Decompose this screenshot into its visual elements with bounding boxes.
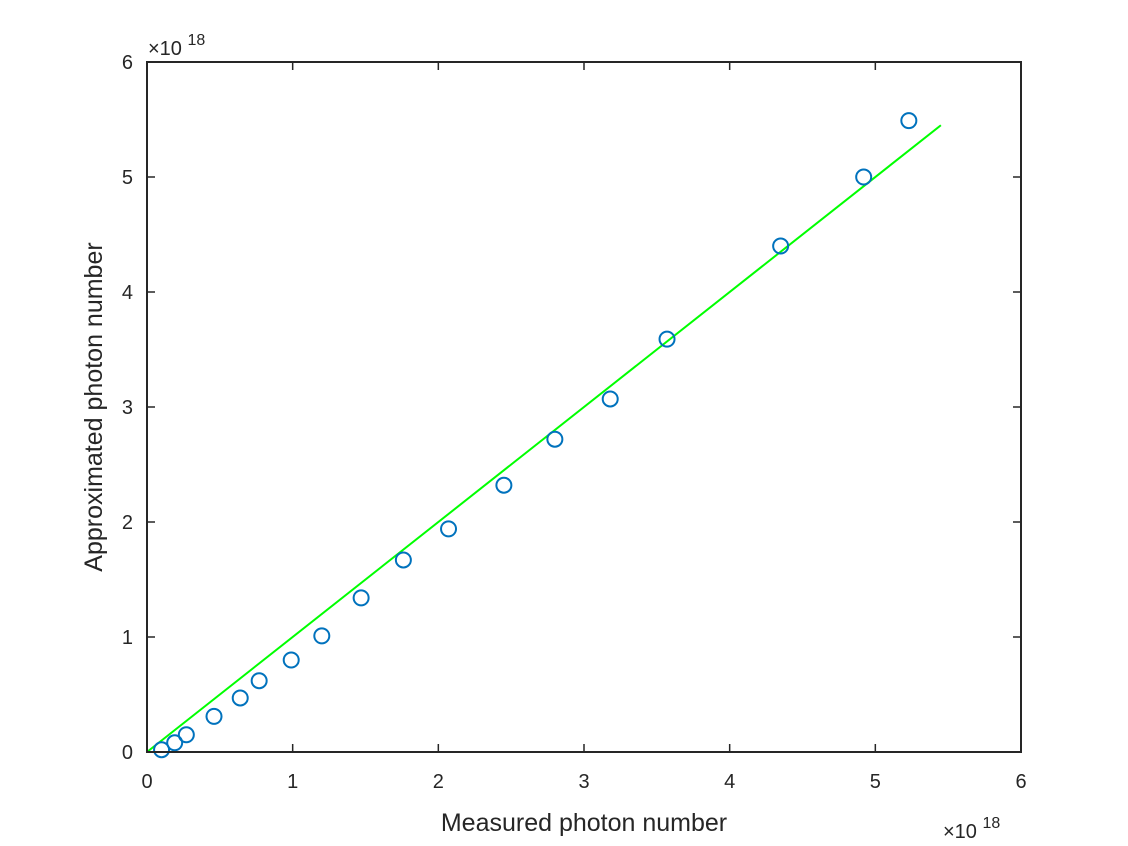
data-point bbox=[282, 651, 300, 669]
data-point bbox=[313, 627, 331, 645]
y-tick-label: 1 bbox=[122, 627, 133, 649]
data-point bbox=[205, 707, 223, 725]
axis-ticks bbox=[147, 62, 1021, 752]
data-point bbox=[546, 430, 564, 448]
data-point bbox=[231, 689, 249, 707]
data-point bbox=[352, 589, 370, 607]
y-tick-label: 4 bbox=[122, 282, 133, 304]
plot-series bbox=[146, 112, 942, 759]
y-exponent-power: 18 bbox=[188, 32, 206, 49]
x-tick-label: 3 bbox=[578, 771, 589, 793]
fit-line bbox=[146, 124, 942, 753]
x-tick-label: 2 bbox=[433, 771, 444, 793]
data-point bbox=[772, 237, 790, 255]
x-exponent-prefix: ×10 bbox=[943, 821, 977, 843]
x-tick-label: 1 bbox=[287, 771, 298, 793]
y-axis-label: Approximated photon number bbox=[80, 242, 108, 571]
y-tick-label: 2 bbox=[122, 512, 133, 534]
data-point bbox=[658, 330, 676, 348]
x-tick-label: 4 bbox=[724, 771, 735, 793]
x-tick-label: 0 bbox=[141, 771, 152, 793]
x-tick-label: 5 bbox=[870, 771, 881, 793]
y-tick-label: 6 bbox=[122, 52, 133, 74]
data-point bbox=[601, 390, 619, 408]
data-point bbox=[177, 726, 195, 744]
data-point bbox=[394, 551, 412, 569]
data-point bbox=[250, 672, 268, 690]
x-axis-exponent: ×10 18 bbox=[943, 815, 1000, 843]
x-exponent-power: 18 bbox=[983, 815, 1001, 832]
x-axis-label: Measured photon number bbox=[441, 809, 727, 837]
x-tick-label: 6 bbox=[1015, 771, 1026, 793]
y-tick-labels: 0 1 2 3 4 5 6 bbox=[122, 52, 133, 764]
y-exponent-prefix: ×10 bbox=[148, 38, 182, 60]
y-tick-label: 3 bbox=[122, 397, 133, 419]
data-point bbox=[440, 520, 458, 538]
data-point bbox=[495, 476, 513, 494]
data-point bbox=[900, 112, 918, 130]
y-tick-label: 5 bbox=[122, 167, 133, 189]
y-tick-label: 0 bbox=[122, 742, 133, 764]
x-tick-labels: 0 1 2 3 4 5 6 bbox=[141, 771, 1026, 793]
data-point bbox=[153, 741, 171, 759]
y-axis-exponent: ×10 18 bbox=[148, 32, 205, 60]
data-point bbox=[166, 734, 184, 752]
data-point bbox=[855, 168, 873, 186]
